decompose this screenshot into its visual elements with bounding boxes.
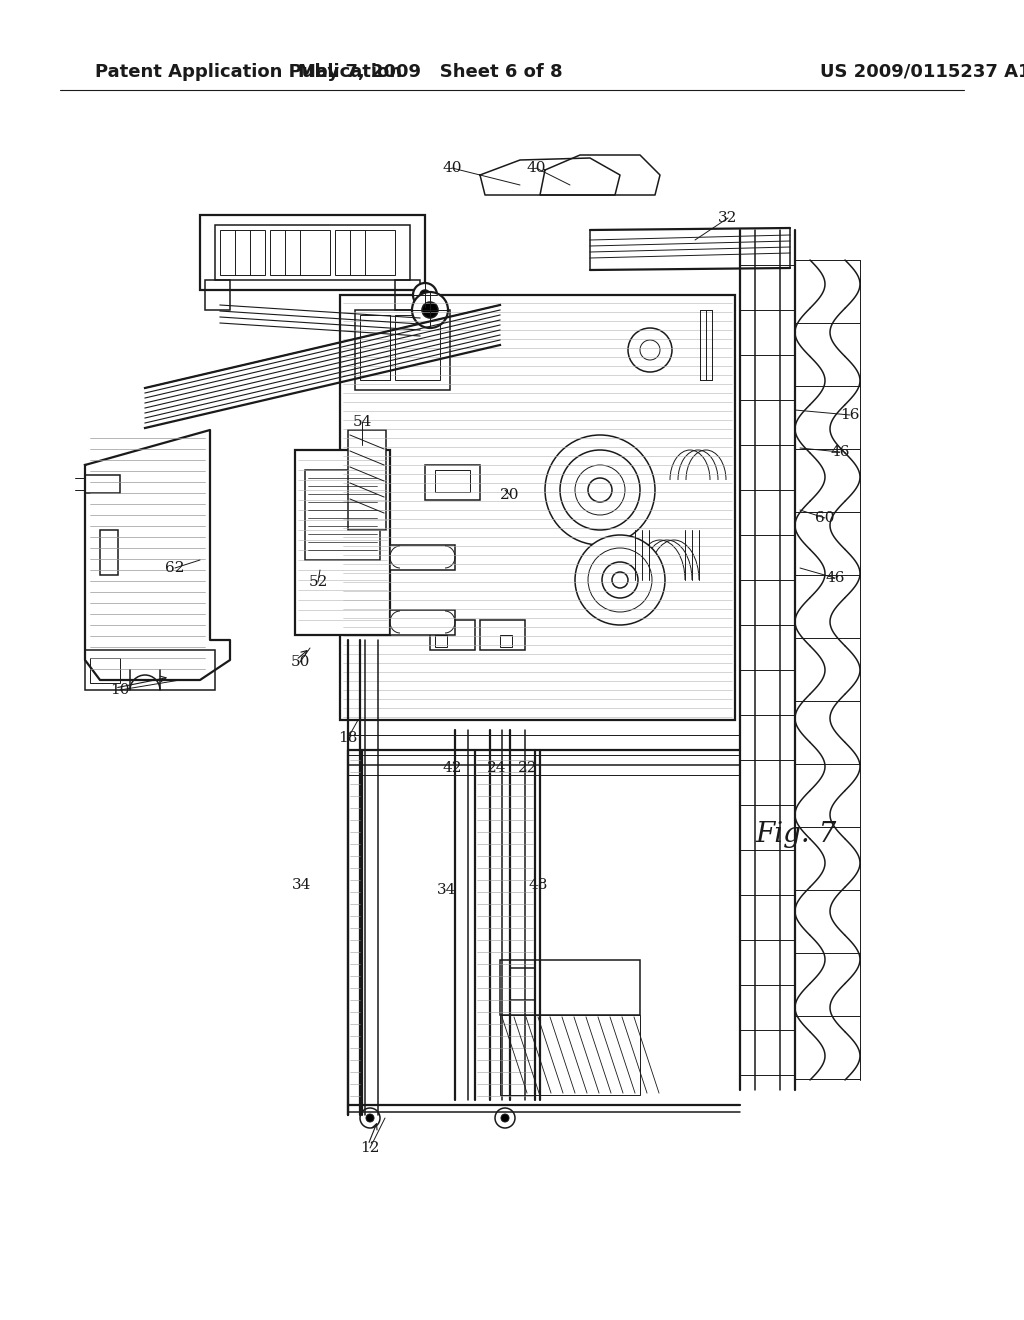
Bar bbox=[100, 531, 118, 576]
Bar bbox=[215, 224, 410, 280]
Bar bbox=[90, 657, 120, 682]
Bar bbox=[85, 649, 215, 690]
Polygon shape bbox=[85, 430, 230, 680]
Bar bbox=[295, 450, 390, 635]
Bar bbox=[395, 315, 440, 380]
Bar bbox=[340, 294, 735, 719]
Text: Patent Application Publication: Patent Application Publication bbox=[95, 63, 402, 81]
Text: 40: 40 bbox=[442, 161, 462, 176]
Text: 54: 54 bbox=[352, 414, 372, 429]
Bar bbox=[200, 215, 425, 290]
Circle shape bbox=[413, 282, 437, 308]
Text: 52: 52 bbox=[308, 576, 328, 589]
Polygon shape bbox=[540, 154, 660, 195]
Circle shape bbox=[422, 302, 438, 318]
Text: 46: 46 bbox=[830, 445, 850, 459]
Bar bbox=[480, 620, 525, 649]
Bar bbox=[348, 430, 386, 531]
Text: May 7, 2009   Sheet 6 of 8: May 7, 2009 Sheet 6 of 8 bbox=[298, 63, 562, 81]
Text: 22: 22 bbox=[518, 762, 538, 775]
Circle shape bbox=[501, 1114, 509, 1122]
Bar bbox=[220, 230, 265, 275]
Bar bbox=[270, 230, 330, 275]
Bar bbox=[390, 545, 455, 570]
Circle shape bbox=[612, 572, 628, 587]
Bar bbox=[85, 475, 120, 492]
Circle shape bbox=[575, 535, 665, 624]
Bar bbox=[510, 968, 535, 1001]
Text: 10: 10 bbox=[111, 682, 130, 697]
Text: 34: 34 bbox=[437, 883, 457, 898]
Text: 16: 16 bbox=[841, 408, 860, 422]
Bar bbox=[390, 610, 455, 635]
Bar bbox=[360, 315, 390, 380]
Bar bbox=[395, 280, 420, 310]
Bar bbox=[500, 960, 640, 1015]
Bar bbox=[425, 465, 480, 500]
Polygon shape bbox=[500, 1015, 640, 1096]
Circle shape bbox=[412, 292, 449, 327]
Text: 48: 48 bbox=[528, 878, 548, 892]
Circle shape bbox=[360, 1107, 380, 1129]
Text: 40: 40 bbox=[526, 161, 546, 176]
Text: 42: 42 bbox=[442, 762, 462, 775]
Bar bbox=[205, 280, 230, 310]
Text: Fig. 7: Fig. 7 bbox=[755, 821, 837, 849]
Bar bbox=[335, 230, 395, 275]
Text: 12: 12 bbox=[360, 1140, 380, 1155]
Bar bbox=[435, 635, 447, 647]
Text: 62: 62 bbox=[165, 561, 184, 576]
Text: 50: 50 bbox=[291, 655, 309, 669]
Text: 60: 60 bbox=[815, 511, 835, 525]
Bar bbox=[435, 470, 470, 492]
Circle shape bbox=[420, 290, 430, 300]
Text: 34: 34 bbox=[292, 878, 311, 892]
Circle shape bbox=[366, 1114, 374, 1122]
Circle shape bbox=[495, 1107, 515, 1129]
Polygon shape bbox=[480, 158, 620, 195]
Text: US 2009/0115237 A1: US 2009/0115237 A1 bbox=[820, 63, 1024, 81]
Bar bbox=[430, 620, 475, 649]
Bar bbox=[355, 310, 450, 389]
Bar bbox=[500, 635, 512, 647]
Text: 24: 24 bbox=[487, 762, 507, 775]
Text: 18: 18 bbox=[338, 731, 357, 744]
Bar bbox=[305, 470, 380, 560]
Text: 46: 46 bbox=[825, 572, 845, 585]
Text: 32: 32 bbox=[718, 211, 737, 224]
Text: 20: 20 bbox=[501, 488, 520, 502]
